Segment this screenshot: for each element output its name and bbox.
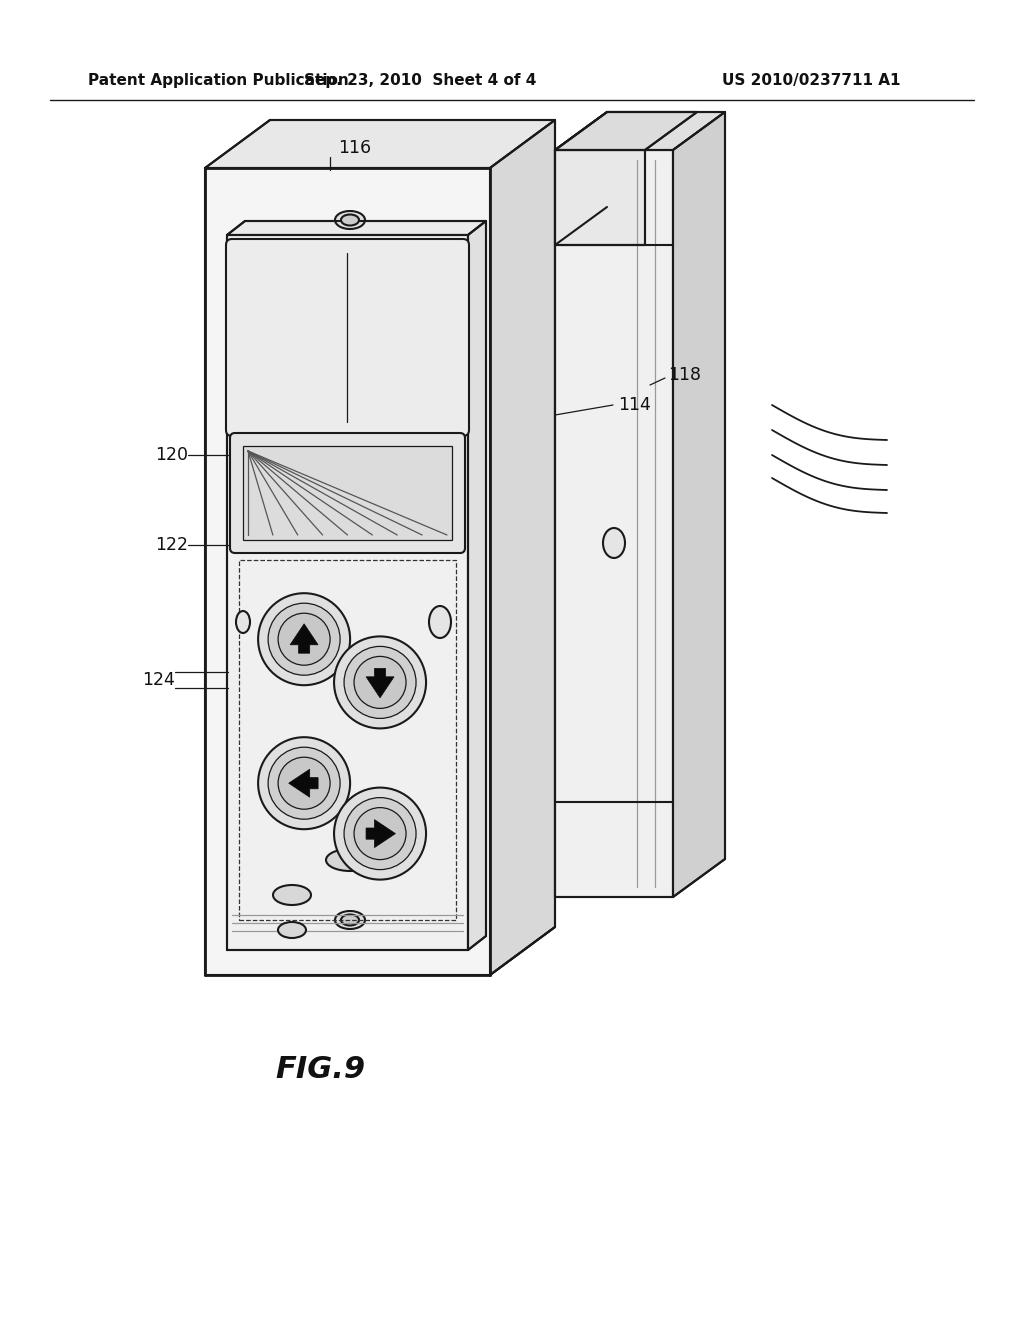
- Polygon shape: [555, 150, 673, 898]
- Polygon shape: [673, 112, 725, 898]
- Text: 122: 122: [155, 536, 188, 554]
- Ellipse shape: [341, 214, 359, 226]
- Polygon shape: [205, 168, 490, 975]
- Ellipse shape: [344, 647, 416, 718]
- Polygon shape: [468, 220, 486, 950]
- Ellipse shape: [236, 611, 250, 634]
- Polygon shape: [227, 220, 486, 235]
- Polygon shape: [555, 112, 725, 150]
- Bar: [243, 446, 452, 540]
- Ellipse shape: [326, 849, 374, 871]
- Polygon shape: [366, 668, 394, 698]
- Polygon shape: [290, 624, 318, 653]
- Ellipse shape: [326, 275, 374, 296]
- Text: 114: 114: [618, 396, 651, 414]
- Ellipse shape: [354, 656, 407, 709]
- Polygon shape: [227, 235, 468, 950]
- Text: 120: 120: [155, 446, 188, 465]
- Ellipse shape: [279, 758, 330, 809]
- FancyBboxPatch shape: [226, 239, 469, 436]
- Ellipse shape: [279, 614, 330, 665]
- Text: FIG.9: FIG.9: [275, 1056, 366, 1085]
- Polygon shape: [555, 112, 697, 150]
- Text: 116: 116: [339, 139, 372, 157]
- Text: 124: 124: [142, 671, 175, 689]
- Polygon shape: [366, 820, 395, 847]
- Ellipse shape: [334, 636, 426, 729]
- Text: Sep. 23, 2010  Sheet 4 of 4: Sep. 23, 2010 Sheet 4 of 4: [304, 73, 537, 87]
- Text: 118: 118: [668, 366, 701, 384]
- Polygon shape: [289, 770, 318, 797]
- Ellipse shape: [335, 211, 365, 228]
- Ellipse shape: [273, 884, 311, 906]
- Ellipse shape: [268, 603, 340, 676]
- Ellipse shape: [429, 606, 451, 638]
- FancyBboxPatch shape: [230, 433, 465, 553]
- Ellipse shape: [258, 593, 350, 685]
- Ellipse shape: [335, 911, 365, 929]
- Text: Patent Application Publication: Patent Application Publication: [88, 73, 349, 87]
- Polygon shape: [205, 120, 555, 168]
- Polygon shape: [555, 150, 645, 246]
- Polygon shape: [490, 120, 555, 975]
- Bar: [239, 560, 456, 920]
- Ellipse shape: [268, 747, 340, 820]
- Ellipse shape: [603, 528, 625, 558]
- Ellipse shape: [258, 737, 350, 829]
- Ellipse shape: [344, 797, 416, 870]
- Text: US 2010/0237711 A1: US 2010/0237711 A1: [722, 73, 900, 87]
- Ellipse shape: [354, 808, 407, 859]
- Ellipse shape: [278, 921, 306, 939]
- Ellipse shape: [334, 788, 426, 879]
- Ellipse shape: [341, 915, 359, 925]
